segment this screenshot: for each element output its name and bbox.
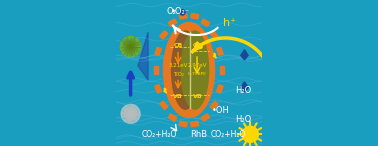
Bar: [179, 13, 187, 19]
Text: VB: VB: [193, 94, 203, 99]
Text: CO₂+H₂O: CO₂+H₂O: [211, 130, 246, 139]
Bar: [201, 19, 210, 26]
Bar: [179, 121, 187, 127]
Text: H₂O: H₂O: [235, 115, 251, 124]
Bar: [217, 85, 223, 93]
Circle shape: [121, 104, 140, 123]
Ellipse shape: [171, 30, 200, 110]
Text: O₂: O₂: [167, 7, 177, 16]
Polygon shape: [241, 82, 248, 92]
Bar: [210, 31, 218, 39]
Polygon shape: [213, 53, 216, 58]
Text: •OH: •OH: [212, 106, 230, 115]
Polygon shape: [138, 32, 148, 80]
Ellipse shape: [163, 22, 215, 118]
Bar: [155, 85, 161, 93]
Bar: [217, 47, 223, 55]
Bar: [155, 47, 161, 55]
Text: •O₂⁻: •O₂⁻: [171, 7, 190, 16]
Text: CB: CB: [193, 43, 203, 48]
Text: VB: VB: [173, 94, 183, 99]
Bar: [220, 66, 224, 74]
Circle shape: [242, 126, 258, 142]
Text: 3.21eV: 3.21eV: [168, 63, 188, 68]
Text: CO₂+H₂O: CO₂+H₂O: [141, 130, 177, 139]
Bar: [191, 121, 199, 127]
Text: 2.97eV: 2.97eV: [187, 63, 207, 68]
Text: CB: CB: [174, 43, 183, 48]
Text: In-TCBPE: In-TCBPE: [187, 72, 206, 77]
Bar: [191, 13, 199, 19]
Polygon shape: [164, 88, 167, 93]
Bar: [168, 19, 177, 26]
Bar: [210, 101, 218, 110]
Bar: [201, 114, 210, 121]
Circle shape: [180, 10, 185, 15]
Text: RhB: RhB: [190, 130, 207, 139]
Text: TiO₂: TiO₂: [172, 72, 184, 77]
Polygon shape: [241, 50, 248, 60]
Bar: [160, 31, 168, 39]
Bar: [168, 114, 177, 121]
Text: H₂O: H₂O: [235, 86, 251, 95]
Text: h⁺: h⁺: [223, 18, 236, 28]
Bar: [154, 66, 158, 74]
Circle shape: [120, 36, 141, 57]
Bar: [160, 101, 168, 110]
Ellipse shape: [180, 30, 209, 110]
